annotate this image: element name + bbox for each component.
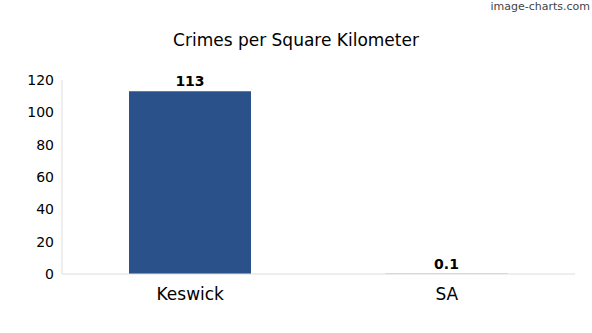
- svg-text:0.1: 0.1: [434, 256, 459, 272]
- svg-text:113: 113: [175, 73, 204, 89]
- svg-text:80: 80: [36, 137, 54, 153]
- svg-text:20: 20: [36, 234, 54, 250]
- svg-text:100: 100: [27, 104, 54, 120]
- svg-text:60: 60: [36, 169, 54, 185]
- svg-text:120: 120: [27, 72, 54, 88]
- svg-text:40: 40: [36, 201, 54, 217]
- svg-text:0: 0: [45, 266, 54, 282]
- svg-text:SA: SA: [435, 284, 458, 304]
- html-text:image-charts.com: image-charts.com: [490, 0, 590, 13]
- html-text:Crimes per Square Kilometer: Crimes per Square Kilometer: [173, 30, 419, 50]
- svg-text:Keswick: Keswick: [157, 284, 225, 304]
